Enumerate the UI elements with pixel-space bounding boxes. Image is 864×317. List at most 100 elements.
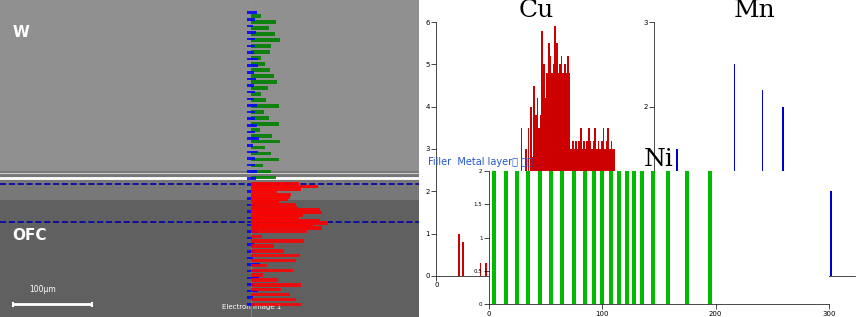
Bar: [818, 191, 820, 276]
Bar: [588, 128, 589, 276]
Bar: [557, 73, 559, 276]
Bar: [730, 259, 732, 276]
Bar: [247, 204, 257, 206]
Bar: [251, 278, 277, 282]
Bar: [251, 32, 275, 36]
Bar: [553, 64, 555, 276]
Bar: [247, 263, 259, 266]
Bar: [651, 171, 655, 304]
Bar: [537, 98, 538, 276]
Bar: [580, 128, 581, 276]
Bar: [251, 239, 304, 243]
Bar: [0, 171, 419, 200]
Bar: [251, 288, 282, 292]
Text: 100μm: 100μm: [29, 285, 56, 294]
Bar: [251, 216, 299, 220]
Bar: [587, 140, 588, 276]
Bar: [640, 171, 644, 304]
Bar: [251, 264, 267, 267]
Bar: [251, 224, 314, 227]
Bar: [251, 283, 301, 287]
Bar: [251, 268, 293, 272]
Bar: [251, 86, 268, 90]
Bar: [247, 31, 256, 34]
Bar: [632, 171, 636, 304]
Bar: [247, 276, 258, 279]
Bar: [532, 158, 533, 276]
Bar: [617, 171, 621, 304]
Bar: [251, 20, 276, 24]
Bar: [602, 128, 604, 276]
Bar: [685, 171, 689, 304]
Bar: [804, 191, 806, 276]
Bar: [251, 203, 296, 206]
Bar: [826, 191, 828, 276]
Bar: [802, 191, 804, 276]
Bar: [251, 62, 265, 66]
Bar: [251, 74, 274, 78]
Bar: [526, 171, 530, 304]
Bar: [251, 249, 283, 253]
Bar: [550, 171, 553, 304]
Bar: [806, 191, 808, 276]
Bar: [251, 98, 266, 101]
Bar: [251, 182, 299, 186]
Bar: [814, 191, 816, 276]
Bar: [251, 146, 264, 150]
Bar: [830, 191, 832, 276]
Bar: [495, 263, 497, 276]
Bar: [578, 140, 580, 276]
Bar: [544, 98, 546, 276]
Bar: [530, 107, 532, 276]
Bar: [251, 190, 277, 193]
Bar: [734, 64, 735, 276]
Bar: [251, 230, 307, 233]
Bar: [251, 293, 290, 296]
Bar: [251, 26, 269, 30]
Bar: [564, 64, 566, 276]
Bar: [0, 0, 419, 178]
Bar: [251, 185, 318, 188]
Bar: [613, 149, 615, 276]
Bar: [676, 149, 677, 276]
Bar: [247, 257, 253, 259]
Bar: [812, 191, 814, 276]
Bar: [743, 191, 745, 276]
Bar: [556, 43, 557, 276]
Bar: [559, 64, 561, 276]
Bar: [251, 213, 303, 217]
Bar: [567, 56, 569, 276]
Bar: [247, 111, 255, 113]
Bar: [551, 73, 553, 276]
Bar: [0, 193, 419, 317]
Bar: [794, 191, 796, 276]
Bar: [585, 149, 587, 276]
Bar: [251, 14, 262, 18]
Bar: [251, 152, 271, 155]
Bar: [247, 303, 254, 306]
Title: Ni: Ni: [644, 148, 674, 171]
Bar: [490, 263, 492, 276]
Bar: [251, 221, 327, 225]
Bar: [247, 137, 259, 140]
Bar: [247, 51, 255, 54]
Bar: [247, 283, 256, 286]
Bar: [247, 296, 252, 299]
Bar: [797, 191, 798, 276]
Bar: [774, 191, 776, 276]
Bar: [572, 140, 574, 276]
Bar: [251, 104, 279, 107]
Bar: [611, 140, 612, 276]
Bar: [247, 104, 257, 107]
Bar: [247, 98, 254, 100]
Bar: [247, 250, 257, 253]
Bar: [247, 191, 251, 193]
Bar: [251, 200, 279, 204]
Bar: [577, 149, 578, 276]
Bar: [521, 128, 522, 276]
Title: Cu: Cu: [519, 0, 555, 22]
Bar: [486, 263, 487, 276]
Bar: [593, 140, 594, 276]
Bar: [550, 56, 551, 276]
Bar: [666, 171, 670, 304]
